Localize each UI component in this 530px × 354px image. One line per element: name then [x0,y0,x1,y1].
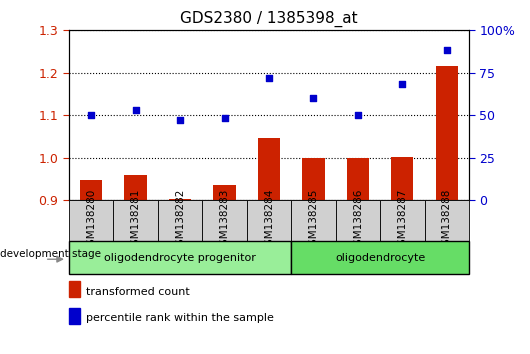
Text: GSM138284: GSM138284 [264,189,274,252]
Bar [335,200,380,241]
Bar [247,200,291,241]
Bar [302,158,324,200]
Bar [69,281,80,297]
Text: oligodendrocyte: oligodendrocyte [335,252,425,263]
Bar [202,200,247,241]
Bar [425,200,469,241]
Text: GSM138288: GSM138288 [442,189,452,252]
Bar [380,200,425,241]
Bar [113,200,158,241]
Text: GSM138285: GSM138285 [308,189,319,252]
Bar [80,179,102,200]
Bar [69,308,80,324]
Point [354,112,362,118]
Bar [158,200,202,241]
Text: GSM138283: GSM138283 [219,189,229,252]
Point [265,75,273,80]
Bar [214,185,236,200]
Point [131,107,140,113]
Text: GSM138286: GSM138286 [353,189,363,252]
Bar [291,241,469,274]
Bar [291,200,335,241]
Text: transformed count: transformed count [86,287,189,297]
Bar [169,199,191,200]
Point [398,82,407,87]
Bar [125,175,147,200]
Title: GDS2380 / 1385398_at: GDS2380 / 1385398_at [180,11,358,27]
Point [220,116,229,121]
Bar [436,66,458,200]
Text: percentile rank within the sample: percentile rank within the sample [86,313,273,323]
Text: GSM138281: GSM138281 [130,189,140,252]
Text: GSM138282: GSM138282 [175,189,185,252]
Bar [391,157,413,200]
Text: oligodendrocyte progenitor: oligodendrocyte progenitor [104,252,256,263]
Bar [69,241,291,274]
Text: development stage: development stage [0,249,101,259]
Point [87,112,95,118]
Bar [69,200,113,241]
Text: GSM138287: GSM138287 [398,189,408,252]
Text: GSM138280: GSM138280 [86,189,96,252]
Bar [258,138,280,200]
Point [176,117,184,123]
Point [443,48,451,53]
Point [309,95,317,101]
Bar [347,158,369,200]
